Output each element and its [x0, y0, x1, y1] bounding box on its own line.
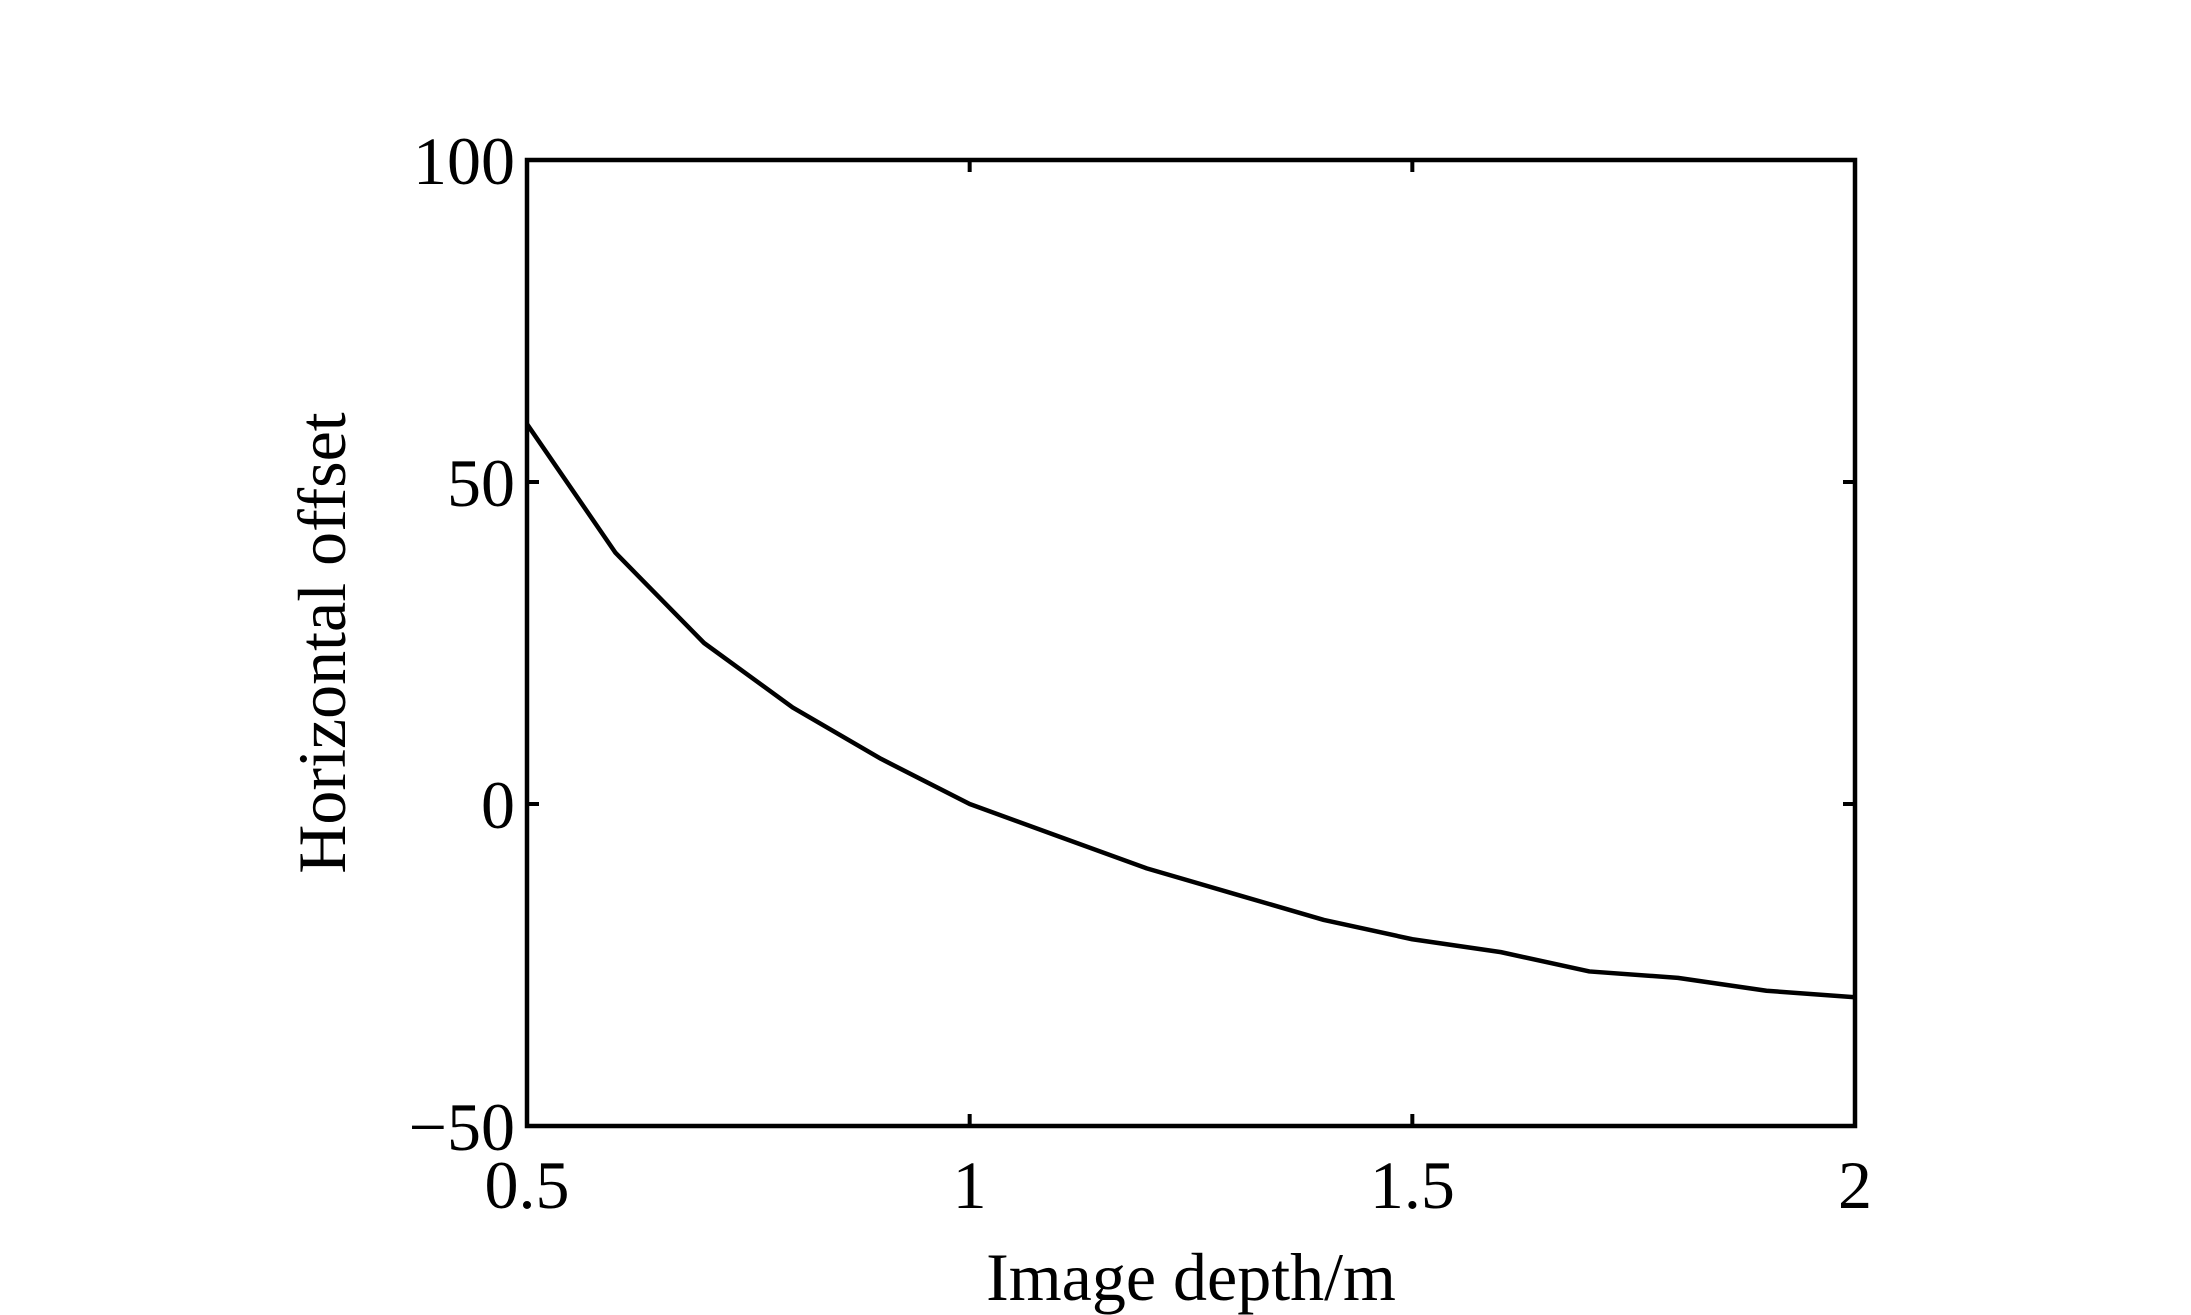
- data-line: [525, 422, 1856, 1000]
- x-tick-label: 2: [1838, 1147, 1872, 1223]
- y-tick-label: 50: [447, 445, 515, 521]
- y-tick-label: −50: [409, 1089, 515, 1165]
- x-axis-label: Image depth/m: [986, 1239, 1396, 1315]
- y-axis-label: Horizontal offset: [284, 412, 360, 873]
- y-tick-label: 0: [481, 767, 515, 843]
- x-tick-label: 1: [953, 1147, 987, 1223]
- x-tick-label: 1.5: [1370, 1147, 1455, 1223]
- y-tick-label: 100: [413, 123, 515, 199]
- plot-frame: [524, 157, 1858, 1129]
- x-tick-label: 0.5: [485, 1147, 570, 1223]
